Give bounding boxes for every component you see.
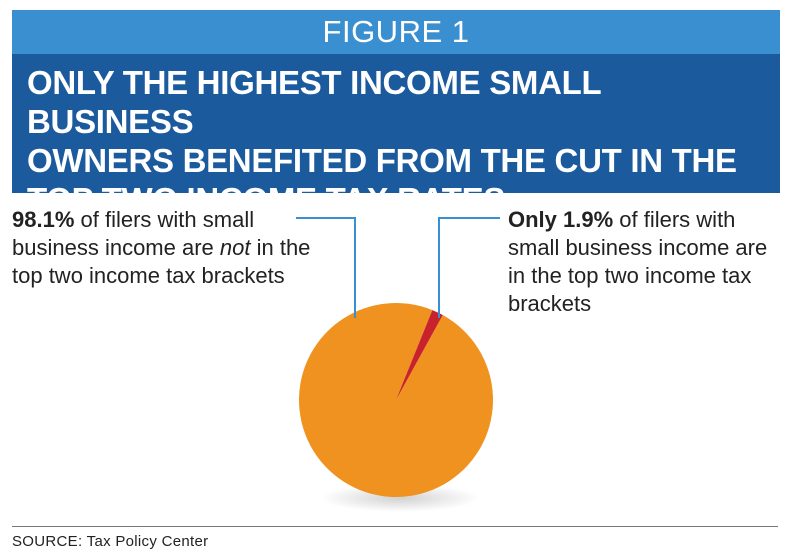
source-note: SOURCE: Tax Policy Center (12, 533, 208, 550)
left-leader-line (296, 218, 355, 318)
pie-slice-not-top-brackets (299, 303, 493, 497)
footer-rule (12, 526, 778, 527)
right-leader-line (439, 218, 500, 318)
